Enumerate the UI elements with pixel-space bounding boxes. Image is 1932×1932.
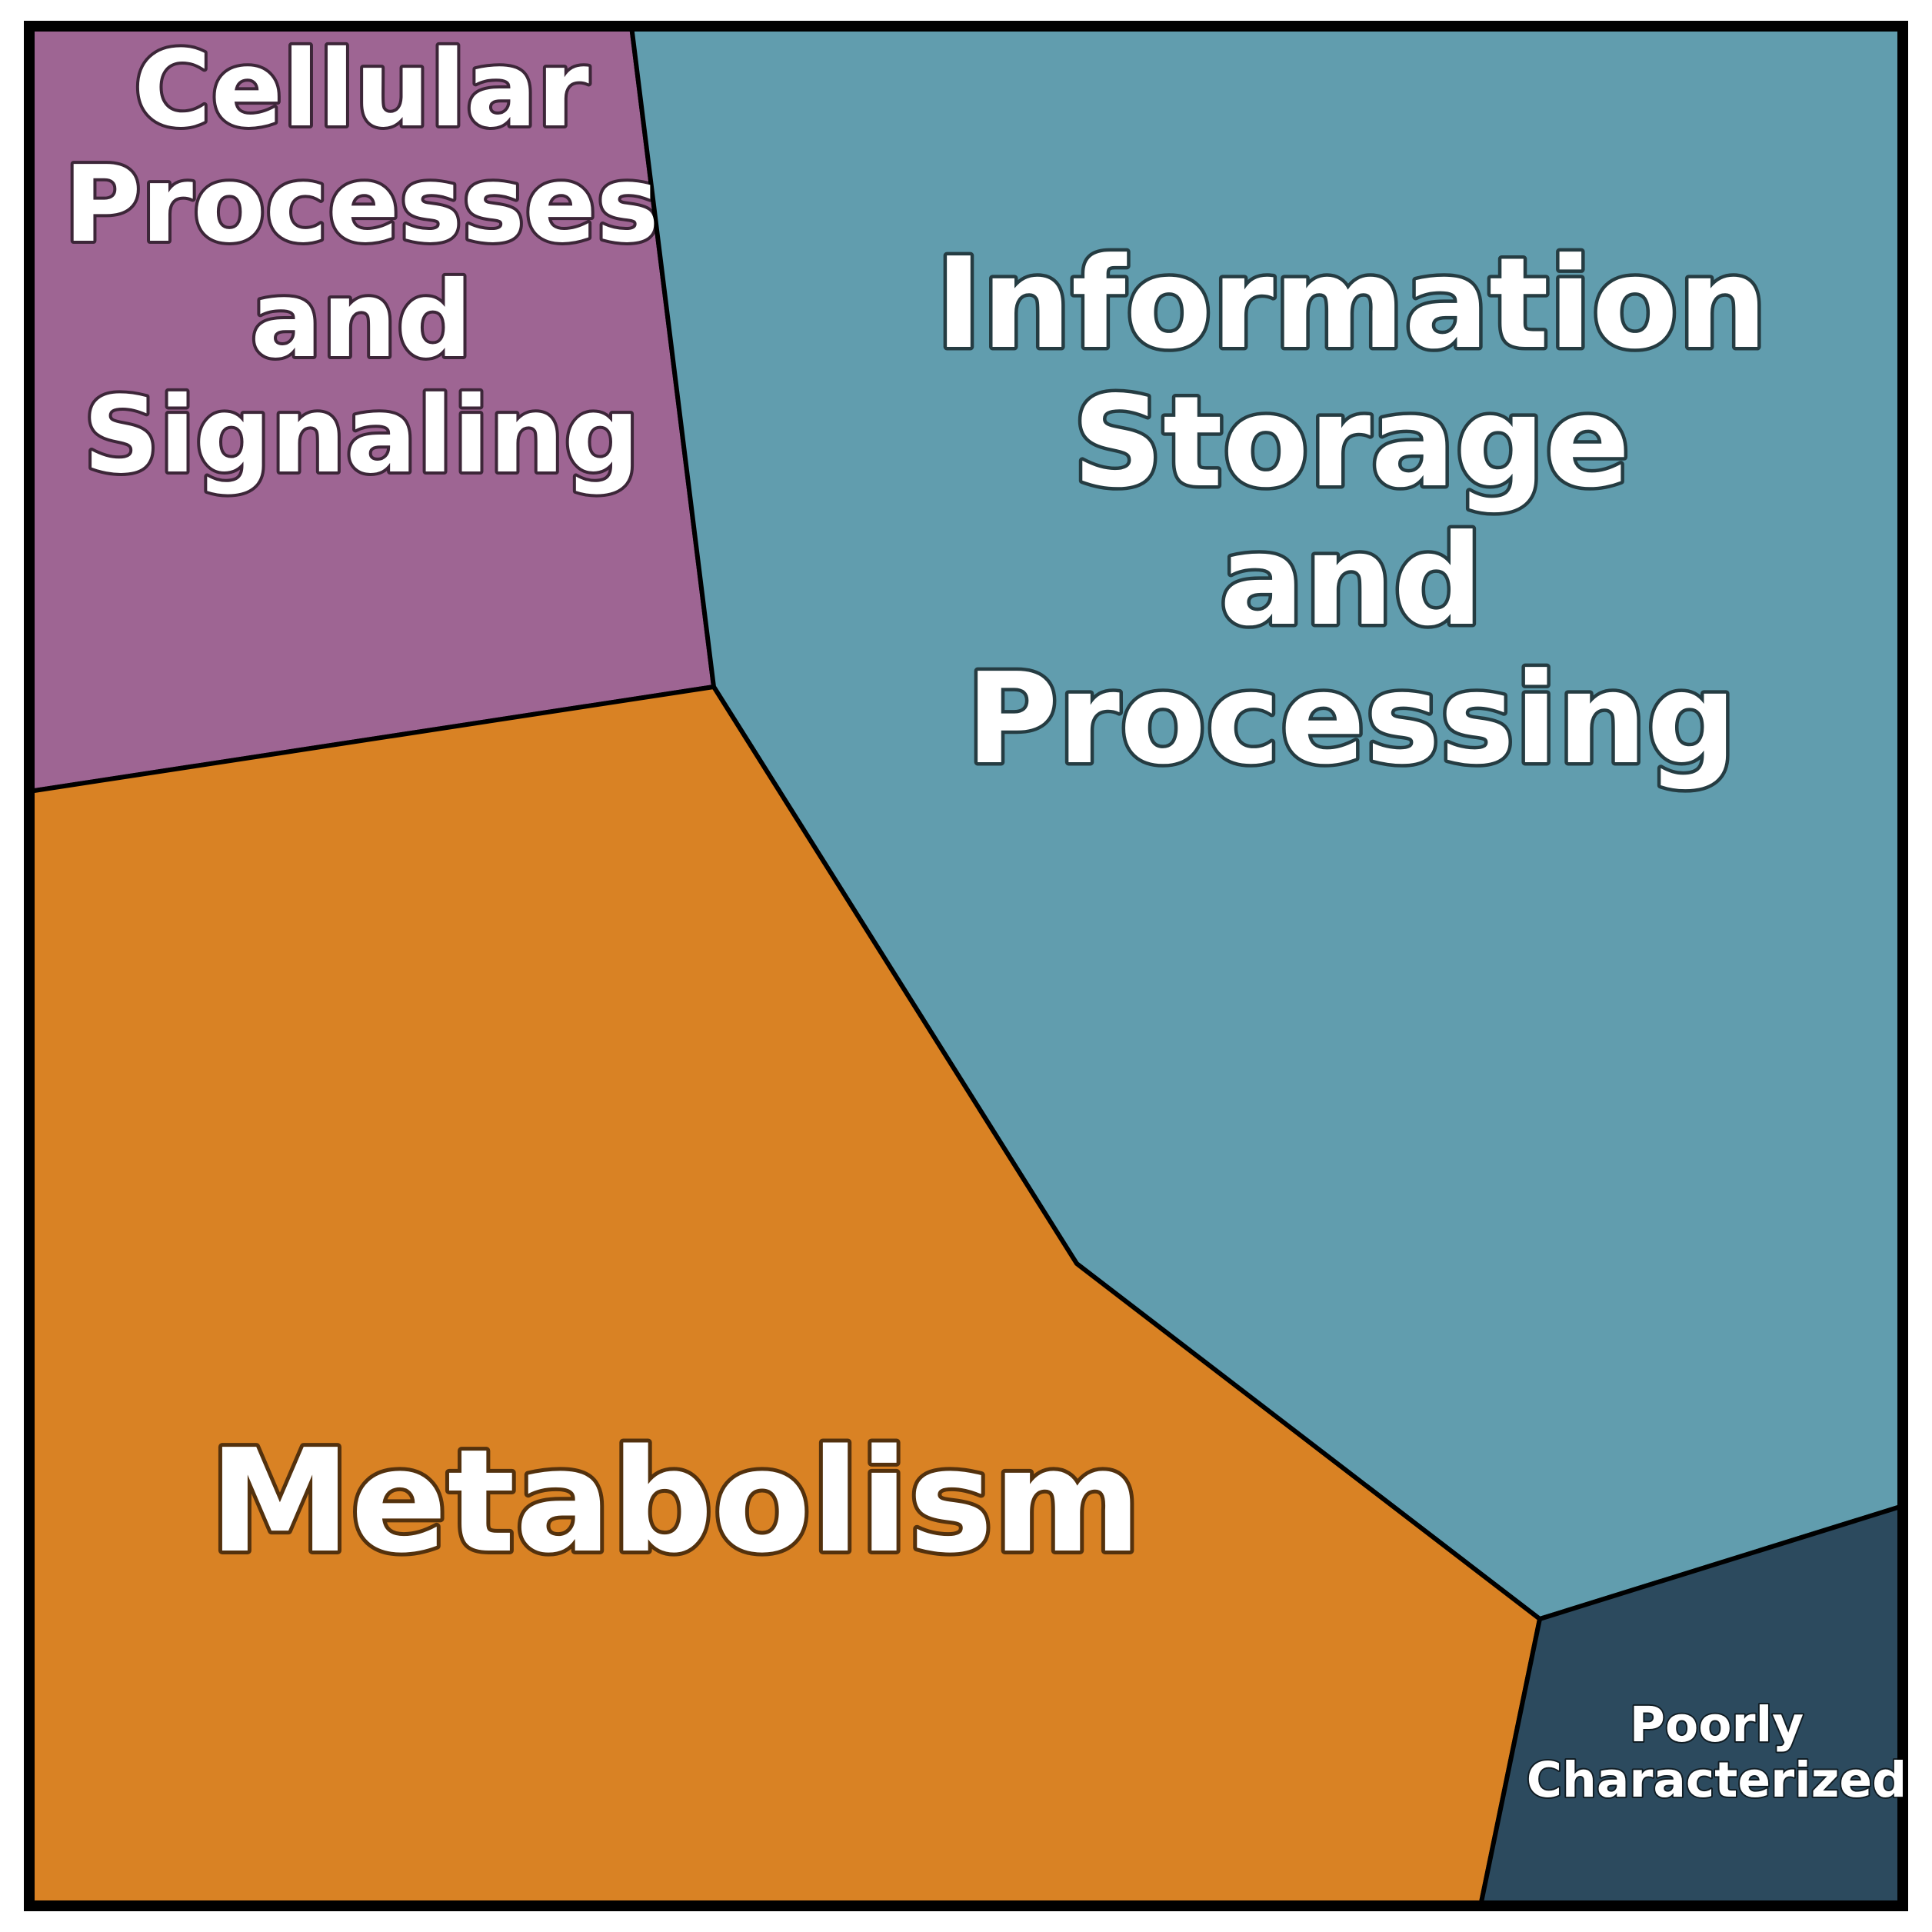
label-line: and: [251, 259, 472, 381]
label-line: and: [1220, 508, 1484, 654]
label-line: Signaling: [83, 375, 639, 497]
voronoi-treemap-diagram: CellularProcessesandSignalingInformation…: [0, 0, 1932, 1932]
label-line: Metabolism: [209, 1418, 1141, 1584]
label-line: Storage: [1073, 370, 1631, 515]
label-line: Poorly: [1630, 1697, 1804, 1753]
label-line: Processing: [966, 647, 1737, 792]
label-metabolism: Metabolism: [209, 1418, 1141, 1584]
label-line: Characterized: [1527, 1752, 1907, 1808]
label-cellular-processes: CellularProcessesandSignaling: [64, 28, 659, 497]
diagram-svg: CellularProcessesandSignalingInformation…: [0, 0, 1932, 1932]
label-line: Processes: [64, 144, 659, 266]
label-line: Information: [935, 232, 1767, 377]
label-line: Cellular: [134, 28, 589, 151]
